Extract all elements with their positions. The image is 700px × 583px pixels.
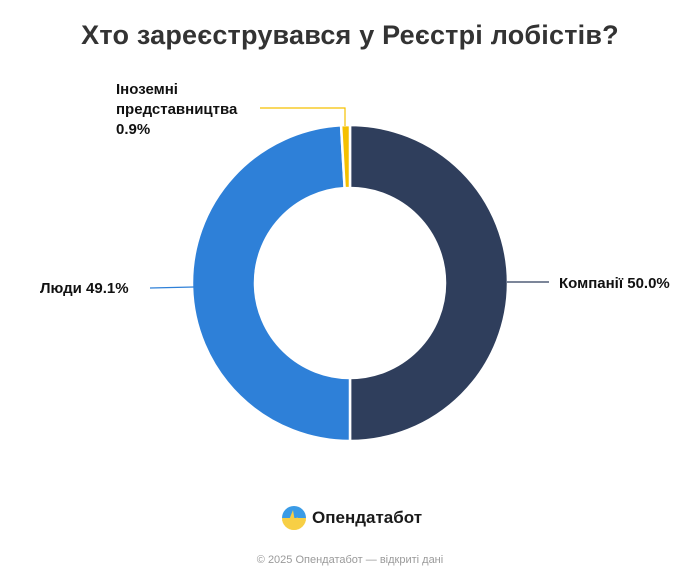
label-companies: Компанії 50.0%	[559, 275, 670, 292]
leader-line-people	[149, 286, 195, 289]
label-foreign-offices: Іноземні представництва 0.9%	[116, 80, 266, 140]
label-people: Люди 49.1%	[40, 280, 129, 297]
slice-people	[190, 124, 352, 443]
chart-title: Хто зареєструвався у Реєстрі лобістів?	[81, 20, 619, 50]
label-foreign-line1: Іноземні	[116, 81, 178, 98]
slice-foreign-offices	[339, 123, 352, 190]
slice-companies	[348, 123, 510, 443]
leader-line-foreign	[260, 107, 346, 126]
brand-name: Опендатабот	[312, 508, 423, 527]
label-foreign-value: 0.9%	[116, 121, 151, 138]
brand-logo: Опендатабот	[282, 506, 422, 530]
footer-copyright: © 2025 Опендатабот — відкриті дані	[256, 554, 444, 566]
label-foreign-line2: представництва	[116, 101, 238, 118]
opendatabot-logo-icon	[282, 506, 306, 530]
donut-slices	[190, 123, 510, 443]
